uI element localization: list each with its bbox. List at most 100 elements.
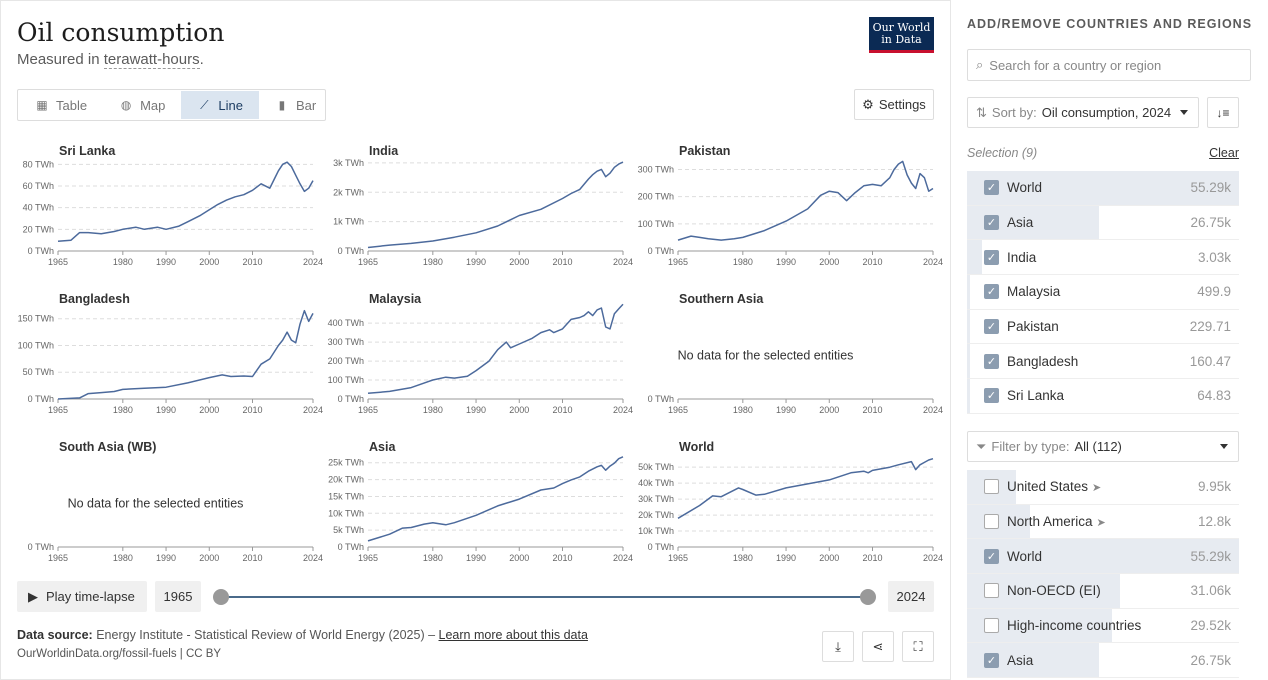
entity-checkbox[interactable]: ✓: [984, 652, 999, 668]
play-timelapse-button[interactable]: ▶ Play time-lapse: [17, 581, 147, 612]
x-tick-label: 1965: [668, 553, 688, 563]
x-tick-label: 2010: [242, 257, 262, 267]
tab-bar[interactable]: ▮ Bar: [259, 91, 332, 119]
share-button[interactable]: ⋖: [862, 631, 894, 662]
x-tick-label: 1965: [358, 553, 378, 563]
entity-name: Malaysia: [1007, 284, 1197, 299]
search-box[interactable]: ⌕: [967, 49, 1251, 81]
entity-value: 499.9: [1197, 284, 1231, 300]
download-button[interactable]: ⤓: [822, 631, 854, 662]
clear-selection-button[interactable]: Clear: [1209, 146, 1239, 160]
y-tick-label: 150 TWh: [18, 314, 54, 324]
logo-line-2: in Data: [881, 33, 922, 46]
entity-row[interactable]: ✓ World 55.29k: [967, 171, 1239, 206]
x-tick-label: 2010: [862, 405, 882, 415]
sort-select[interactable]: ⇅ Sort by: Oil consumption, 2024: [967, 97, 1199, 128]
entity-name-text: High-income countries: [1007, 618, 1142, 634]
filter-icon: ⏷: [976, 438, 987, 454]
sort-direction-button[interactable]: ↓≡: [1207, 97, 1239, 128]
entity-name-text: Asia: [1007, 652, 1034, 668]
filter-select[interactable]: ⏷ Filter by type: All (112): [967, 431, 1239, 462]
entity-row[interactable]: ✓ World 55.29k: [967, 539, 1239, 575]
entity-checkbox[interactable]: ✓: [984, 180, 999, 196]
entity-name-text: North America: [1007, 514, 1093, 530]
y-tick-label: 0 TWh: [28, 542, 54, 552]
entity-row[interactable]: ✓ Sri Lanka 64.83: [967, 379, 1239, 414]
entity-row[interactable]: North America ➤ 12.8k: [967, 504, 1239, 540]
entity-name: Asia: [1007, 653, 1190, 668]
settings-button[interactable]: ⚙ Settings: [854, 89, 934, 120]
entity-row[interactable]: ✓ Bangladesh 160.47: [967, 344, 1239, 380]
unit-definition-link[interactable]: terawatt-hours: [103, 51, 200, 69]
y-tick-label: 0 TWh: [648, 542, 674, 552]
start-year-box[interactable]: 1965: [155, 581, 201, 612]
x-tick-label: 2024: [303, 405, 323, 415]
sidebar-divider: [950, 0, 951, 680]
entity-checkbox[interactable]: ✓: [984, 249, 999, 265]
entity-row[interactable]: High-income countries 29.52k: [967, 608, 1239, 644]
x-tick-label: 1980: [423, 257, 443, 267]
value-share-bar: [967, 344, 970, 379]
entity-checkbox[interactable]: [984, 583, 999, 599]
chart-title: Southern Asia: [679, 292, 764, 306]
entity-checkbox[interactable]: ✓: [984, 284, 999, 300]
tab-map[interactable]: ◍ Map: [103, 91, 181, 119]
entity-checkbox[interactable]: [984, 514, 999, 530]
x-tick-label: 2024: [923, 553, 943, 563]
series-line: [57, 309, 314, 400]
y-tick-label: 100 TWh: [638, 219, 674, 229]
y-tick-label: 20k TWh: [328, 475, 364, 485]
bar-chart-icon: ▮: [278, 98, 286, 112]
gear-icon: ⚙: [862, 96, 874, 112]
entity-row[interactable]: ✓ Asia 26.75k: [967, 643, 1239, 679]
entity-name: Bangladesh: [1007, 354, 1190, 369]
entity-checkbox[interactable]: ✓: [984, 353, 999, 369]
search-input[interactable]: [989, 57, 1230, 73]
logo-line-1: Our World: [872, 21, 931, 34]
entity-row[interactable]: United States ➤ 9.95k: [967, 470, 1239, 505]
entity-name: North America ➤: [1007, 514, 1198, 529]
owid-logo[interactable]: Our World in Data: [869, 17, 934, 53]
entity-checkbox[interactable]: ✓: [984, 319, 999, 335]
y-tick-label: 0 TWh: [28, 394, 54, 404]
timeline-end-handle[interactable]: [860, 589, 876, 605]
entity-row[interactable]: ✓ Malaysia 499.9: [967, 275, 1239, 310]
entity-value: 12.8k: [1197, 514, 1231, 530]
x-tick-label: 2024: [613, 405, 633, 415]
y-tick-label: 20 TWh: [23, 224, 54, 234]
tab-line-label: Line: [218, 97, 243, 113]
entity-checkbox[interactable]: ✓: [984, 388, 999, 404]
x-tick-label: 2010: [862, 257, 882, 267]
series-line: [367, 161, 624, 249]
source-url[interactable]: OurWorldinData.org/fossil-fuels | CC BY: [17, 648, 222, 660]
y-tick-label: 40 TWh: [23, 203, 54, 213]
learn-more-link[interactable]: Learn more about this data: [438, 628, 588, 642]
entity-checkbox[interactable]: [984, 618, 999, 634]
entity-checkbox[interactable]: ✓: [984, 215, 999, 231]
no-data-message: No data for the selected entities: [678, 349, 854, 363]
timeline-track[interactable]: [221, 596, 868, 598]
tab-map-label: Map: [140, 97, 166, 113]
y-tick-label: 0 TWh: [338, 246, 364, 256]
y-tick-label: 400 TWh: [328, 318, 364, 328]
series-line: [367, 456, 624, 542]
tab-line[interactable]: ⟋ Line: [181, 91, 259, 119]
entity-value: 26.75k: [1190, 652, 1231, 668]
entity-checkbox[interactable]: [984, 479, 999, 495]
source-label: Data source:: [17, 628, 93, 642]
y-tick-label: 0 TWh: [648, 246, 674, 256]
value-share-bar: [967, 539, 1239, 574]
end-year-box[interactable]: 2024: [888, 581, 934, 612]
source-text: Energy Institute - Statistical Review of…: [96, 628, 436, 642]
entity-row[interactable]: ✓ Asia 26.75k: [967, 205, 1239, 241]
entity-checkbox[interactable]: ✓: [984, 548, 999, 564]
chart-title: Malaysia: [369, 292, 422, 306]
x-tick-label: 1990: [156, 405, 176, 415]
fullscreen-button[interactable]: ⛶: [902, 631, 934, 662]
y-tick-label: 100 TWh: [328, 375, 364, 385]
timeline-start-handle[interactable]: [213, 589, 229, 605]
entity-row[interactable]: ✓ India 3.03k: [967, 240, 1239, 276]
entity-row[interactable]: Non-OECD (EI) 31.06k: [967, 574, 1239, 609]
tab-table[interactable]: ▦ Table: [19, 91, 103, 119]
entity-row[interactable]: ✓ Pakistan 229.71: [967, 309, 1239, 345]
